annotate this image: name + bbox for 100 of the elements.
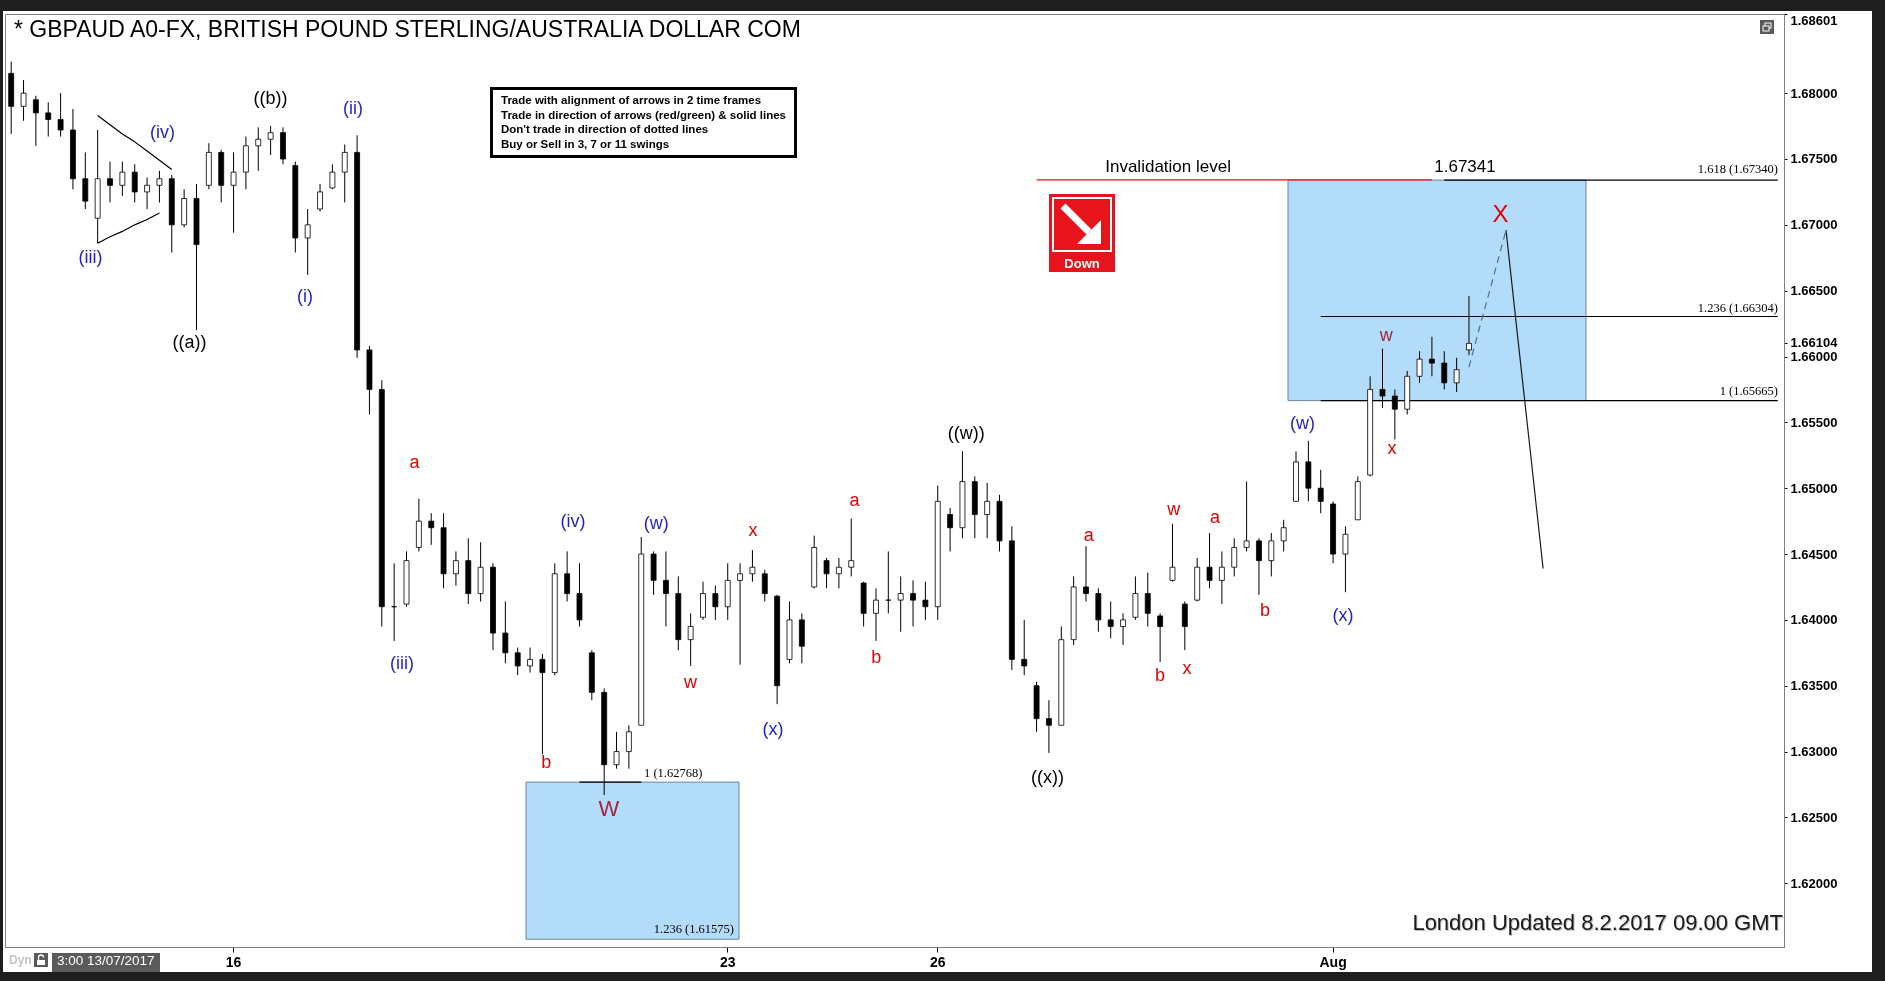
annotation: ((a)) <box>172 331 207 353</box>
candlestick <box>1441 350 1448 390</box>
annotation: W <box>598 796 620 822</box>
annotation: a <box>1083 525 1094 547</box>
candlestick <box>20 79 27 122</box>
candlestick <box>267 125 274 156</box>
note-box: Trade with alignment of arrows in 2 time frames Trade in direction of arrows (red/green) & solid lines Don't trade in direction of dotted lines Buy or Sell in 3, 7 or 11 swings <box>490 87 797 158</box>
candlestick <box>984 482 991 539</box>
annotation: (iv) <box>150 121 175 143</box>
annotation: 1.236 (1.66304) <box>1697 300 1778 316</box>
annotation: Down <box>1063 256 1101 272</box>
y-tick-label: 1.62000 <box>1790 875 1838 891</box>
x-tick-label: Aug <box>1319 953 1347 970</box>
candlestick <box>119 161 126 197</box>
annotation: a <box>409 451 420 473</box>
annotation: ((w)) <box>947 423 985 445</box>
annotation: Invalidation level <box>1105 156 1231 177</box>
annotation: (iv) <box>560 510 586 532</box>
candlestick <box>1107 600 1114 639</box>
y-tick-label: 1.66500 <box>1790 283 1838 299</box>
x-tick-label: 23 <box>719 953 736 970</box>
candlestick <box>836 557 842 589</box>
annotation: (w) <box>1290 412 1315 434</box>
chart-title: * GBPAUD A0-FX, BRITISH POUND STERLING/AUSTRALIA DOLLAR COM <box>14 16 801 42</box>
candlestick <box>255 126 262 172</box>
candlestick <box>749 549 756 583</box>
y-tick-label: 1.62500 <box>1790 809 1838 825</box>
candlestick <box>922 581 929 621</box>
candlestick <box>885 550 892 614</box>
candlestick <box>45 101 52 138</box>
text: Dyn <box>9 953 32 967</box>
candlestick <box>341 144 348 203</box>
candlestick <box>1268 532 1275 577</box>
annotation: 1 (1.62768) <box>644 766 703 781</box>
annotation: w <box>1379 324 1393 346</box>
candlestick <box>625 724 632 770</box>
candlestick <box>502 600 509 664</box>
candlestick <box>663 550 669 627</box>
candlestick <box>1021 619 1028 676</box>
candlestick <box>1120 612 1126 646</box>
candlestick <box>700 581 706 621</box>
candlestick <box>1046 699 1052 754</box>
candlestick <box>687 612 694 667</box>
y-tick-label: 1.65000 <box>1790 480 1838 496</box>
text: 3:00 13/07/2017 <box>52 953 160 972</box>
annotation: a <box>849 490 860 512</box>
candlestick <box>1317 469 1324 514</box>
annotation: x <box>1182 657 1192 679</box>
candlestick <box>230 151 237 234</box>
candlestick <box>453 550 459 587</box>
candlestick <box>1132 575 1139 621</box>
annotation: b <box>1154 665 1166 687</box>
annotation: a <box>1209 506 1221 528</box>
annotation: (ii) <box>343 98 364 120</box>
annotation: Trade with alignment of arrows in 2 time frames Trade in direction of arrows (red/green) & solid lines Don't trade in direction of dotted lines Buy or Sell in 3, 7 or 11 swings <box>501 93 787 151</box>
candlestick <box>1181 600 1188 651</box>
annotation: b <box>541 751 552 773</box>
candlestick <box>1144 571 1151 627</box>
candlestick <box>712 585 719 621</box>
candlestick <box>317 183 323 213</box>
annotation: X <box>1492 199 1509 227</box>
candlestick <box>947 507 953 552</box>
annotation: (i) <box>297 285 313 307</box>
candlestick <box>848 517 855 577</box>
candlestick <box>57 92 64 138</box>
candlestick <box>1243 481 1250 552</box>
annotation: w <box>1167 499 1181 520</box>
candlestick <box>1280 519 1287 552</box>
candlestick <box>1169 523 1176 583</box>
candlestick <box>1429 336 1435 377</box>
candlestick <box>823 557 830 589</box>
line-series <box>1505 229 1544 570</box>
candlestick <box>1416 350 1423 384</box>
y-tick-label: 1.66104 <box>1790 335 1839 351</box>
annotation: w <box>684 671 698 693</box>
y-tick-label: 1.64500 <box>1790 546 1838 562</box>
candlestick <box>82 151 89 210</box>
candlestick <box>107 161 113 203</box>
annotation: (x) <box>1332 604 1354 626</box>
annotation: 1.618 (1.67340) <box>1697 162 1778 177</box>
annotation: 1.236 (1.61575) <box>653 922 734 937</box>
annotation: ((x)) <box>1031 767 1064 788</box>
annotation: ((b)) <box>253 87 288 109</box>
y-tick-label: 1.64000 <box>1790 612 1838 628</box>
annotation: (iii) <box>78 246 103 268</box>
line-series <box>97 114 173 171</box>
annotation: x <box>1387 437 1397 459</box>
annotation: b <box>871 646 882 668</box>
candlestick <box>131 163 138 203</box>
candlestick <box>1206 532 1213 589</box>
y-tick-label: 1.63500 <box>1790 678 1838 694</box>
annotation: (x) <box>762 719 784 740</box>
x-tick-label: 16 <box>225 953 242 970</box>
x-tick-label: 26 <box>929 953 946 970</box>
candlestick <box>144 176 150 210</box>
candlestick <box>539 653 546 755</box>
annotation: x <box>748 520 758 542</box>
y-tick-label: 1.66000 <box>1790 349 1838 365</box>
y-tick-label: 1.68601 <box>1790 12 1838 28</box>
annotation: (iii) <box>389 652 414 674</box>
